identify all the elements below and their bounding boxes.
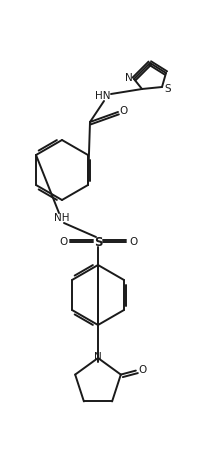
Text: O: O (129, 237, 137, 247)
Text: O: O (59, 237, 67, 247)
Text: O: O (139, 365, 147, 375)
Text: NH: NH (54, 213, 70, 223)
Text: N: N (125, 73, 133, 83)
Text: HN: HN (95, 91, 111, 101)
Text: S: S (94, 235, 102, 249)
Text: N: N (94, 352, 102, 362)
Text: O: O (120, 106, 128, 116)
Text: S: S (165, 84, 171, 94)
